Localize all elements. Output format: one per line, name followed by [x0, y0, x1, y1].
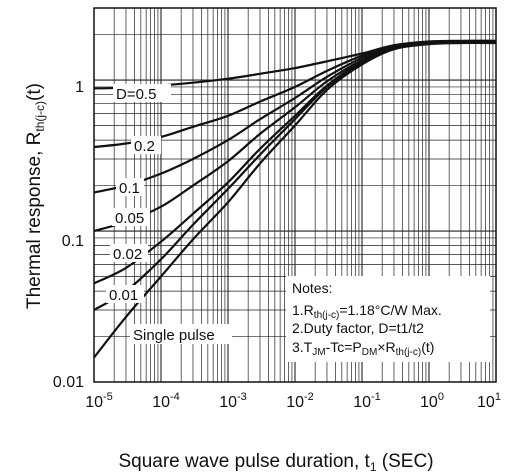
x-axis-title: Square wave pulse duration, t1 (SEC)	[118, 451, 433, 474]
x-tick-1e-5: 10-5	[85, 391, 113, 411]
notes-background	[286, 276, 490, 362]
label-d002: 0.02	[113, 246, 142, 263]
x-tick-1e-4: 10-4	[152, 391, 180, 411]
x-tick-1e-1: 10-1	[353, 391, 381, 411]
note-line-2: 2.Duty factor, D=t1/t2	[292, 320, 424, 336]
label-bg-d005	[112, 208, 150, 226]
label-d02: 0.2	[134, 138, 155, 155]
x-tick-1e1: 101	[477, 391, 501, 411]
label-bg-single	[130, 324, 232, 344]
y-tick-0.1: 0.1	[62, 233, 84, 250]
data-series	[93, 39, 497, 359]
notes-heading: Notes:	[292, 280, 332, 296]
label-d01: 0.1	[119, 180, 140, 197]
label-bg-d002	[110, 244, 148, 262]
series-line-6	[93, 41, 497, 359]
y-tick-1: 1	[75, 79, 84, 96]
notes-box: Notes: 1.Rth(j-c)=1.18°C/W Max. 2.Duty f…	[286, 276, 490, 362]
series-labels: D=0.5 0.2 0.1 0.05 0.02 0.01 Single puls…	[106, 84, 232, 344]
label-single-pulse: Single pulse	[133, 327, 215, 344]
x-tick-1e-2: 10-2	[286, 391, 314, 411]
label-d001: 0.01	[109, 287, 138, 304]
note-line-1: 1.Rth(j-c)=1.18°C/W Max.	[292, 302, 442, 321]
y-tick-0.01: 0.01	[53, 374, 84, 391]
x-tick-labels: 10-5 10-4 10-3 10-2 10-1 100 101	[85, 391, 501, 411]
label-bg-d01	[116, 178, 144, 196]
label-bg-d001	[106, 285, 144, 303]
label-d005: 0.05	[115, 210, 144, 227]
y-tick-labels: 0.01 0.1 1	[53, 79, 84, 391]
x-tick-1e0: 100	[420, 391, 444, 411]
x-tick-1e-3: 10-3	[219, 391, 247, 411]
label-bg-d05	[113, 84, 171, 102]
label-bg-d02	[131, 136, 161, 154]
plot-frame	[93, 7, 497, 383]
y-axis-title: Thermal response, Rth(j-c)(t)	[24, 83, 47, 309]
label-d05: D=0.5	[116, 86, 156, 103]
note-line-3: 3.TJM-Tc=PDM×Rth(j-c)(t)	[292, 339, 434, 358]
